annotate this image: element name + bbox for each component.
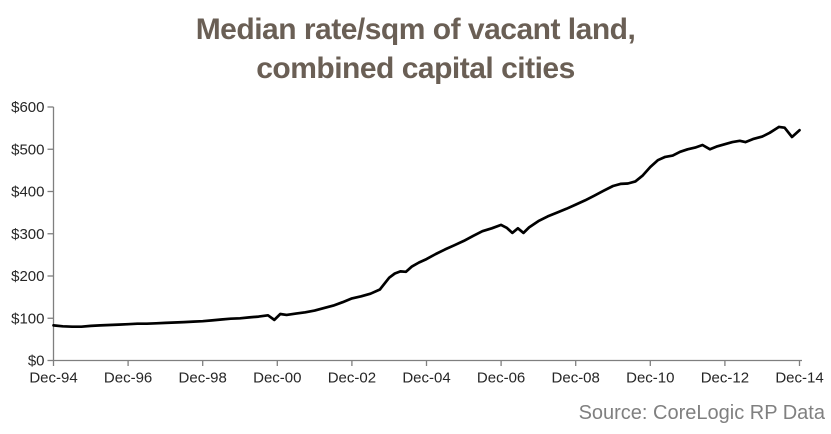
y-tick-label: $100 xyxy=(11,310,44,327)
x-tick-label: Dec-94 xyxy=(29,370,77,387)
x-tick-label: Dec-08 xyxy=(552,370,600,387)
x-tick-label: Dec-10 xyxy=(626,370,674,387)
y-tick-label: $500 xyxy=(11,141,44,158)
x-tick-label: Dec-14 xyxy=(775,370,823,387)
x-tick-label: Dec-98 xyxy=(179,370,227,387)
x-tick-label: Dec-00 xyxy=(253,370,301,387)
y-tick-label: $200 xyxy=(11,268,44,285)
chart-title-line2: combined capital cities xyxy=(256,52,575,85)
x-tick-label: Dec-12 xyxy=(701,370,749,387)
x-tick-label: Dec-02 xyxy=(328,370,376,387)
series-line xyxy=(52,125,801,329)
chart-title: Median rate/sqm of vacant land, combined… xyxy=(0,10,831,88)
y-tick-label: $0 xyxy=(28,353,45,370)
x-tick-label: Dec-96 xyxy=(104,370,152,387)
x-tick-label: Dec-04 xyxy=(402,370,450,387)
chart-title-line1: Median rate/sqm of vacant land, xyxy=(195,13,636,46)
y-tick-label: $600 xyxy=(11,99,44,116)
source-note: Source: CoreLogic RP Data xyxy=(578,402,825,424)
y-tick-label: $400 xyxy=(11,184,44,201)
y-tick-label: $300 xyxy=(11,226,44,243)
x-tick-label: Dec-06 xyxy=(477,370,525,387)
